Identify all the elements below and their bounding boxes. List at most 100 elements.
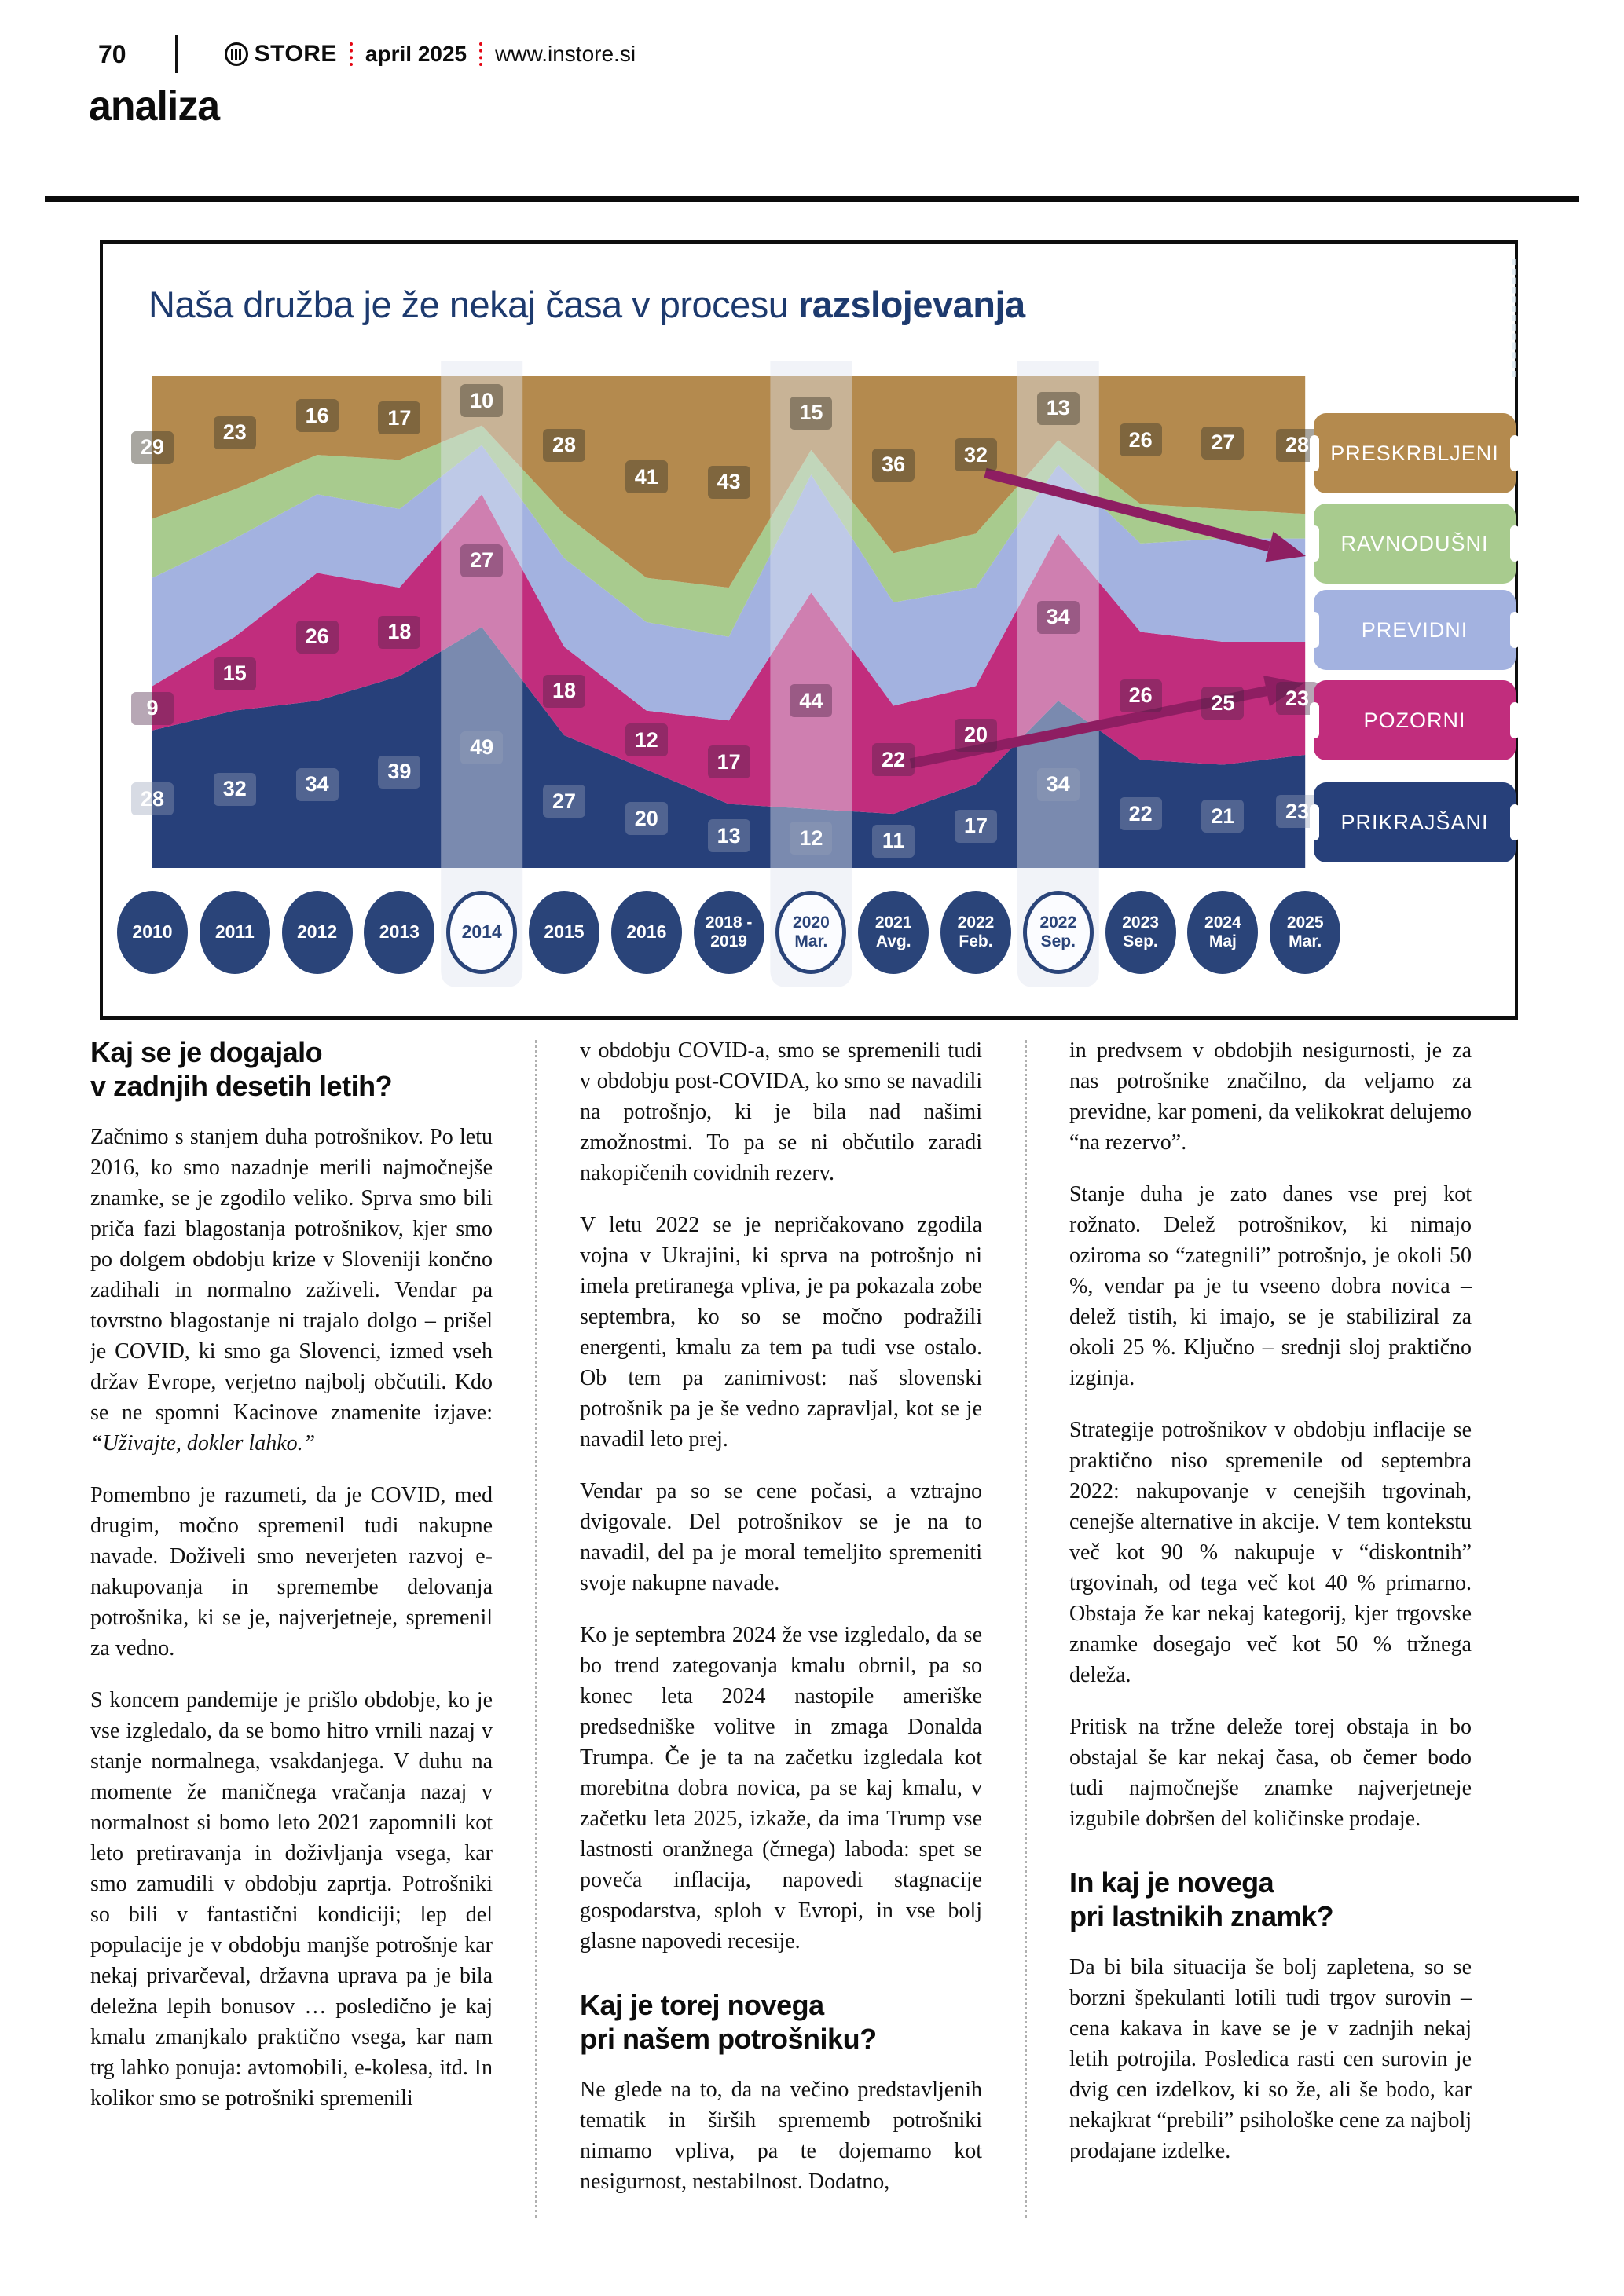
column-3: in predvsem v obdobjih nesigurnosti, je … — [1069, 1035, 1472, 2218]
article-paragraph: S koncem pandemije je prišlo obdobje, ko… — [90, 1688, 493, 2111]
article-heading: Kaj je torej novega pri našem potrošniku? — [580, 1989, 877, 2056]
value-label-preskrbljeni: 26 — [1119, 423, 1162, 457]
article-heading: Kaj se je dogajalo v zadnjih desetih leti… — [90, 1036, 393, 1103]
value-label-pozorni: 23 — [1276, 682, 1318, 716]
value-label-prikrajšani: 13 — [707, 819, 750, 853]
x-axis-label: 2022 Feb. — [940, 891, 1011, 974]
value-label-preskrbljeni: 29 — [131, 430, 174, 464]
value-label-prikrajšani: 27 — [543, 785, 585, 818]
x-axis-label: 2021 Avg. — [858, 891, 929, 974]
value-label-preskrbljeni: 28 — [543, 428, 585, 462]
section-rule — [45, 196, 1579, 202]
value-label-pozorni: 18 — [543, 674, 585, 708]
masthead: 70 STORE april 2025 www.instore.si — [90, 35, 1545, 74]
highlight-band — [441, 361, 523, 987]
dotted-separator-icon — [349, 42, 353, 66]
value-label-prikrajšani: 11 — [872, 824, 915, 858]
value-label-pozorni: 20 — [955, 718, 997, 752]
legend-notch — [1510, 702, 1520, 738]
value-label-prikrajšani: 28 — [131, 782, 174, 816]
article-body: Kaj se je dogajalo v zadnjih desetih leti… — [90, 1035, 1472, 2219]
trend-arrow-head — [1265, 531, 1306, 562]
x-axis-label: 2011 — [199, 891, 270, 974]
legend-notch — [1510, 612, 1520, 648]
value-label-prikrajšani: 39 — [378, 755, 421, 789]
column-separator — [535, 1040, 537, 2219]
brand-name: STORE — [254, 41, 337, 67]
value-label-prikrajšani: 34 — [1036, 767, 1080, 801]
trend-arrow — [909, 686, 1268, 769]
x-axis-label: 2015 — [529, 891, 599, 974]
value-label-preskrbljeni: 16 — [295, 399, 339, 433]
value-label-prikrajšani: 12 — [790, 822, 833, 855]
article-paragraph: Stanje duha je zato danes vse prej kot r… — [1069, 1182, 1472, 1390]
value-label-pozorni: 9 — [131, 691, 174, 725]
legend-notch — [1310, 525, 1319, 562]
value-label-pozorni: 27 — [460, 544, 504, 577]
value-label-preskrbljeni: 43 — [707, 465, 750, 499]
legend-notch — [1310, 702, 1319, 738]
masthead-divider — [174, 35, 178, 73]
legend-notch — [1510, 435, 1520, 471]
instore-logo-icon — [224, 42, 248, 66]
value-label-pozorni: 15 — [213, 657, 256, 690]
value-label-preskrbljeni: 32 — [955, 438, 997, 472]
value-label-preskrbljeni: 17 — [378, 401, 421, 435]
area-ravnodušni — [152, 425, 1306, 637]
chart-title-bold: razslojevanja — [797, 284, 1025, 325]
area-previdni — [152, 445, 1306, 721]
article-paragraph: V letu 2022 se je nepričakovano zgodila … — [580, 1213, 982, 1452]
value-label-pozorni: 18 — [378, 615, 421, 649]
article-paragraph: Pomembno je razumeti, da je COVID, med d… — [90, 1483, 493, 1661]
legend-item-prikrajšani: PRIKRAJŠANI — [1310, 782, 1520, 862]
highlight-band — [1017, 361, 1099, 987]
article-paragraph: Vendar pa so se cene počasi, a vztrajno … — [580, 1479, 982, 1595]
value-label-pozorni: 12 — [625, 723, 668, 757]
legend-item-ravnodušni: RAVNODUŠNI — [1310, 504, 1520, 584]
value-label-preskrbljeni: 27 — [1201, 426, 1245, 460]
x-axis-label: 2010 — [117, 891, 188, 974]
x-axis-label: 2024 Maj — [1187, 891, 1259, 974]
section-title: analiza — [89, 82, 220, 130]
area-pozorni — [152, 494, 1306, 815]
value-label-preskrbljeni: 36 — [872, 448, 915, 482]
x-axis-label: 2025 Mar. — [1270, 891, 1341, 974]
value-label-preskrbljeni: 23 — [213, 416, 256, 449]
x-axis-label: 2016 — [610, 891, 682, 974]
value-label-prikrajšani: 22 — [1119, 797, 1162, 831]
legend-item-preskrbljeni: PRESKRBLJENI — [1310, 413, 1520, 493]
chart-card: Naša družba je že nekaj časa v procesu r… — [100, 240, 1520, 1020]
chart-title-regular: Naša družba je že nekaj časa v procesu — [148, 284, 798, 325]
value-label-pozorni: 34 — [1036, 600, 1080, 634]
article-paragraph: Začnimo s stanjem duha potrošnikov. Po l… — [90, 1125, 493, 1456]
chart-title: Naša družba je že nekaj časa v procesu r… — [148, 283, 1025, 326]
article-heading: In kaj je novega pri lastnikih znamk? — [1069, 1866, 1334, 1933]
legend-item-pozorni: POZORNI — [1310, 680, 1520, 760]
value-label-preskrbljeni: 13 — [1036, 391, 1080, 425]
x-axis-label: 2022 Sep. — [1022, 891, 1094, 974]
area-prikrajšani — [152, 627, 1306, 868]
area-preskrbljeni — [152, 376, 1306, 588]
x-axis-label: 2023 Sep. — [1105, 891, 1176, 974]
x-axis-label: 2020 Mar. — [775, 891, 847, 974]
value-label-prikrajšani: 17 — [955, 809, 997, 843]
scan-artifact — [1501, 259, 1516, 377]
value-label-pozorni: 26 — [295, 620, 339, 654]
x-axis-label: 2014 — [446, 891, 518, 974]
website-url: www.instore.si — [495, 42, 636, 66]
stacked-area-chart — [152, 361, 1306, 987]
article-paragraph: in predvsem v obdobjih nesigurnosti, je … — [1069, 1038, 1472, 1155]
x-axis-label: 2012 — [281, 891, 353, 974]
value-label-pozorni: 17 — [707, 745, 750, 779]
value-label-preskrbljeni: 41 — [625, 460, 668, 494]
legend-notch — [1510, 525, 1520, 562]
legend-notch — [1310, 804, 1319, 840]
legend-notch — [1510, 804, 1520, 840]
x-axis-label: 2013 — [364, 891, 435, 974]
article-paragraph: Strategije potrošnikov v obdobju inflaci… — [1069, 1418, 1472, 1687]
article-paragraph: Pritisk na tržne deleže torej obstaja in… — [1069, 1715, 1472, 1831]
legend-item-previdni: PREVIDNI — [1310, 590, 1520, 670]
column-2: v obdobju COVID-a, smo se spremenili tud… — [580, 1035, 982, 2218]
x-axis-label: 2018 -2019 — [693, 891, 764, 974]
article-paragraph: Ko je septembra 2024 že vse izgledalo, d… — [580, 1623, 982, 1954]
